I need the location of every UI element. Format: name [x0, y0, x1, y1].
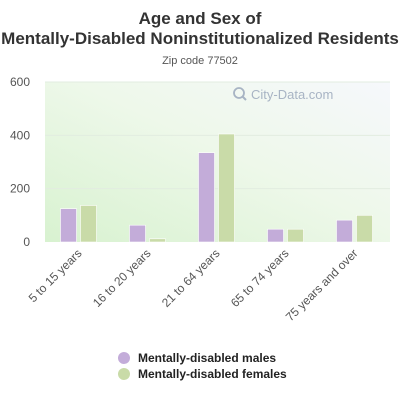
- legend-label-males: Mentally-disabled males: [138, 351, 277, 365]
- watermark: City-Data.com: [232, 86, 333, 102]
- bar-females: [218, 133, 235, 243]
- watermark-text: City-Data.com: [251, 86, 334, 102]
- y-tick-label: 600: [10, 75, 30, 89]
- bar-females: [356, 215, 373, 243]
- bar-males: [198, 152, 215, 243]
- bar-males: [336, 219, 353, 243]
- bar-females: [287, 228, 304, 243]
- y-tick-label: 0: [23, 235, 30, 249]
- bar-females: [149, 238, 166, 243]
- chart-subtitle: Zip code 77502: [162, 55, 238, 67]
- bar-males: [129, 224, 146, 243]
- legend-swatch-males: [118, 352, 130, 364]
- x-tick-label: 65 to 74 years: [228, 246, 292, 310]
- y-tick-label: 200: [10, 182, 30, 196]
- magnifier-icon: [233, 87, 247, 101]
- legend-item-females: Mentally-disabled females: [118, 366, 287, 382]
- x-tick-label: 21 to 64 years: [159, 246, 223, 310]
- bar-males: [267, 228, 284, 243]
- legend-item-males: Mentally-disabled males: [118, 350, 287, 366]
- y-tick-label: 400: [10, 128, 30, 142]
- legend-swatch-females: [118, 368, 130, 380]
- x-tick-label: 75 years and over: [283, 246, 361, 324]
- x-tick-label: 16 to 20 years: [90, 246, 154, 310]
- x-tick-label: 5 to 15 years: [26, 246, 85, 305]
- legend: Mentally-disabled males Mentally-disable…: [118, 350, 287, 382]
- bar-males: [60, 208, 77, 243]
- legend-label-females: Mentally-disabled females: [138, 367, 287, 381]
- plot-area: [45, 82, 390, 242]
- chart-title: Age and Sex of Mentally-Disabled Noninsti…: [1, 9, 399, 48]
- bar-females: [80, 205, 97, 243]
